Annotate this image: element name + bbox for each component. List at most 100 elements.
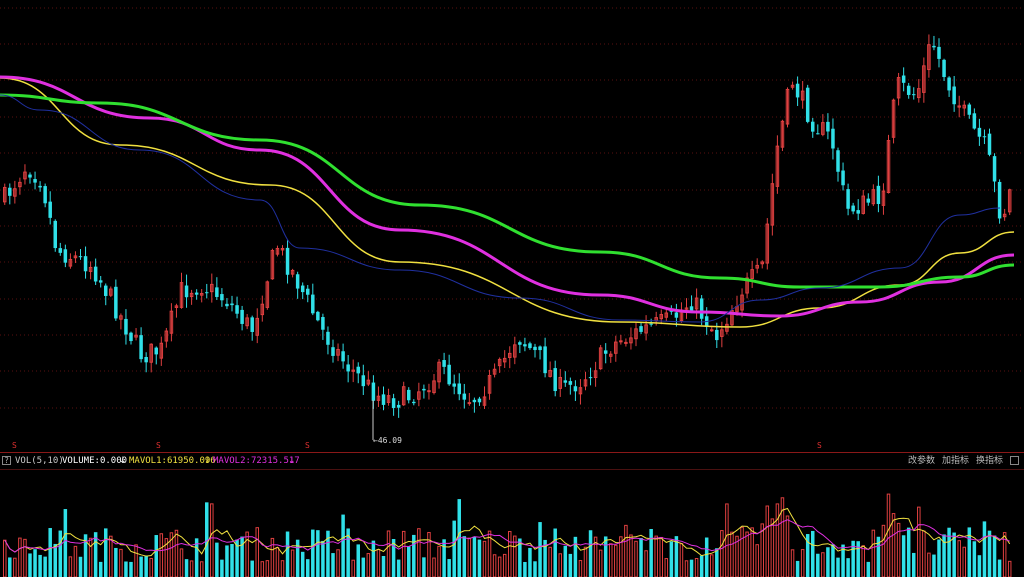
- volume-bar: [699, 555, 704, 577]
- candle-body: [144, 356, 148, 363]
- candle-body: [351, 369, 355, 372]
- candle-body: [275, 248, 280, 255]
- volume-bar: [654, 535, 658, 577]
- volume-bar: [401, 530, 406, 577]
- volume-bar: [558, 553, 562, 577]
- volume-bar: [220, 559, 224, 577]
- volume-bar: [346, 528, 350, 577]
- candle-body: [856, 210, 860, 214]
- candle-body: [523, 344, 527, 347]
- volume-bar: [805, 534, 810, 577]
- candle-body: [558, 376, 562, 389]
- candle-body: [502, 357, 507, 363]
- volume-bar: [588, 530, 593, 577]
- volume-bar: [230, 544, 234, 577]
- expand-icon[interactable]: [1010, 456, 1019, 465]
- volume-bar: [775, 503, 780, 577]
- volume-bar: [836, 557, 840, 577]
- candle-body: [18, 181, 22, 188]
- volume-bar: [139, 556, 143, 577]
- candle-body: [603, 350, 608, 354]
- volume-bar: [861, 545, 865, 577]
- volume-bar: [664, 558, 669, 577]
- candle-body: [987, 133, 992, 155]
- candle-body: [33, 179, 37, 183]
- volume-bars: [3, 493, 1012, 577]
- volume-bar: [43, 556, 47, 577]
- volume-bar: [972, 541, 977, 577]
- candle-body: [624, 341, 628, 344]
- candle-body: [568, 381, 573, 385]
- volume-title: VOL(5,10): [15, 456, 64, 466]
- price-candles: [3, 34, 1012, 418]
- candle-body: [417, 391, 421, 400]
- signal-mark: S: [12, 441, 17, 450]
- candle-body: [790, 84, 795, 88]
- volume-bar: [508, 531, 512, 577]
- candle-body: [78, 256, 83, 258]
- candle-body: [321, 317, 325, 330]
- volume-bar: [321, 540, 325, 577]
- candle-body: [164, 330, 169, 342]
- volume-bar: [876, 536, 881, 577]
- volume-bar: [33, 549, 37, 577]
- switch-indicator-button[interactable]: 换指标: [976, 456, 1004, 466]
- volume-bar: [679, 543, 684, 577]
- candle-body: [583, 379, 588, 387]
- volume-bar: [523, 561, 527, 577]
- mavol2-label: MAVOL2:72315.517: [213, 456, 300, 466]
- candle-body: [331, 347, 335, 356]
- volume-bar: [114, 547, 118, 577]
- volume-bar: [593, 536, 598, 577]
- volume-bar: [179, 548, 184, 577]
- candle-body: [391, 398, 396, 408]
- edit-params-button[interactable]: 改参数: [908, 456, 936, 466]
- candle-body: [543, 346, 547, 374]
- volume-bar: [669, 541, 674, 577]
- volume-bar: [785, 515, 790, 577]
- candle-body: [967, 104, 972, 115]
- volume-bar: [811, 530, 815, 577]
- signal-mark: S: [156, 441, 161, 450]
- volume-bar: [280, 560, 285, 577]
- volume-bar: [199, 561, 204, 577]
- volume-bar: [341, 514, 345, 577]
- volume-bar: [184, 559, 189, 577]
- volume-bar: [1007, 560, 1012, 577]
- volume-bar: [614, 544, 618, 577]
- volume-bar: [351, 559, 355, 577]
- candle-body: [982, 136, 987, 138]
- help-icon[interactable]: ?: [2, 456, 11, 465]
- candle-body: [634, 328, 638, 340]
- volume-bar: [694, 557, 699, 577]
- add-indicator-button[interactable]: 加指标: [942, 456, 970, 466]
- signal-marks: S S S S ←46.09: [12, 400, 822, 450]
- volume-bar: [407, 546, 411, 577]
- volume-bar: [149, 557, 153, 577]
- candle-body: [68, 258, 73, 267]
- candle-body: [795, 83, 800, 98]
- volume-bar: [255, 527, 259, 577]
- volume-bar: [765, 505, 770, 577]
- volume-bar: [598, 549, 603, 577]
- candle-body: [205, 292, 209, 294]
- candle-body: [669, 310, 674, 312]
- volume-bar: [462, 536, 467, 577]
- candle-body: [361, 375, 366, 387]
- candle-body: [386, 395, 391, 403]
- volume-bar: [891, 513, 896, 577]
- candle-body: [674, 312, 679, 318]
- volume-bar: [922, 530, 926, 577]
- volume-bar: [800, 549, 805, 577]
- candle-body: [573, 386, 578, 392]
- candle-body: [846, 189, 850, 209]
- volume-bar: [28, 553, 32, 577]
- candle-body: [720, 329, 724, 337]
- candle-body: [149, 343, 153, 363]
- volume-bar: [109, 535, 113, 577]
- candle-body: [805, 87, 810, 122]
- candle-body: [765, 223, 770, 264]
- volume-bar: [997, 559, 1002, 577]
- volume-bar: [467, 537, 472, 577]
